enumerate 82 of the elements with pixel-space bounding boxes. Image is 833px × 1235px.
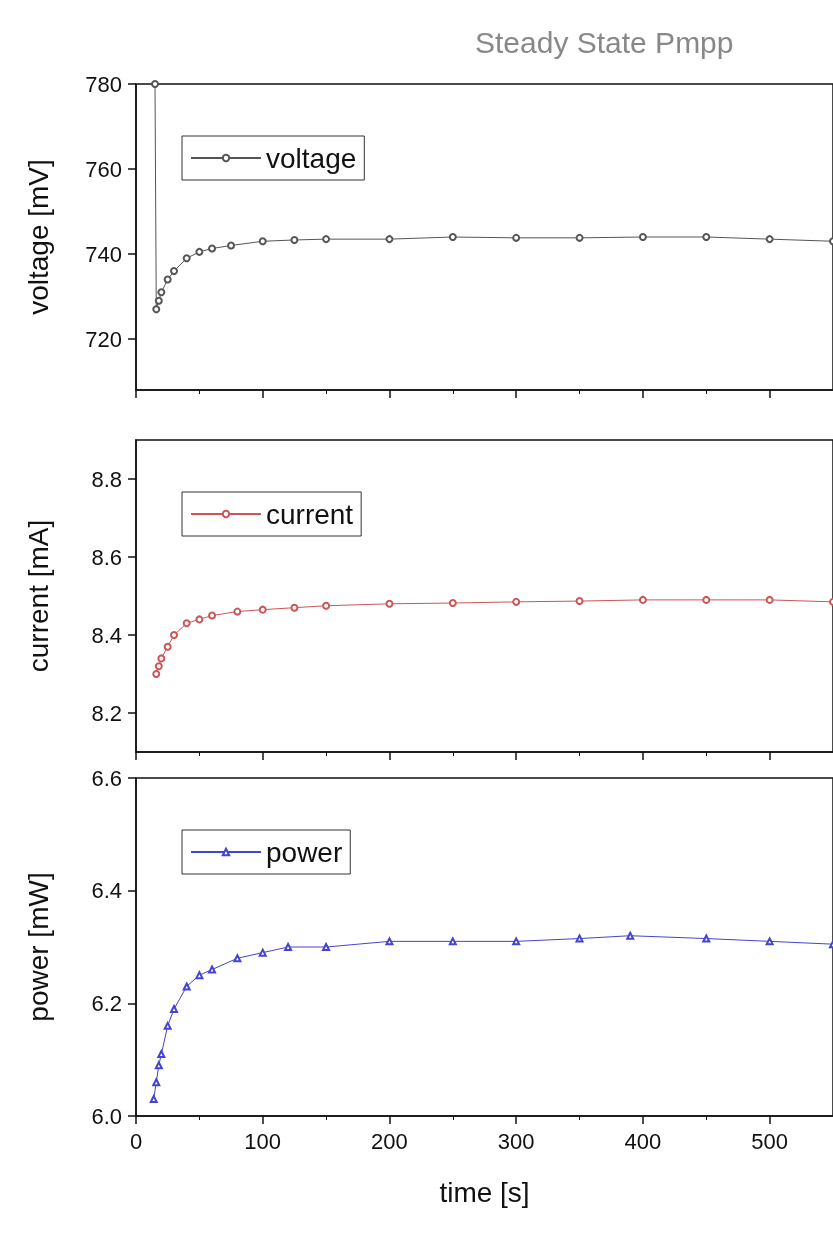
point <box>157 288 166 297</box>
point <box>512 937 521 946</box>
point <box>638 233 647 241</box>
point <box>322 601 331 610</box>
point <box>152 1078 161 1087</box>
point <box>152 305 161 314</box>
x-tick-label: 500 <box>751 1128 788 1154</box>
point <box>702 934 711 943</box>
point <box>195 615 204 624</box>
chart-title: Steady State Pmpp <box>475 25 734 59</box>
point <box>322 235 331 244</box>
y-axis-title: voltage [mV] <box>22 159 54 315</box>
point <box>195 971 204 980</box>
point <box>208 965 217 974</box>
point <box>163 1021 172 1030</box>
point <box>258 948 267 957</box>
x-tick-label: 100 <box>244 1128 282 1154</box>
point <box>290 235 299 244</box>
point <box>170 267 179 275</box>
legend-label: current <box>266 498 354 530</box>
point <box>512 233 521 242</box>
y-tick-label: 740 <box>85 241 122 267</box>
point <box>702 595 711 604</box>
point <box>170 631 179 639</box>
point <box>182 254 191 263</box>
x-axis-title: time [s] <box>439 1176 530 1208</box>
point <box>385 599 394 608</box>
point <box>626 931 635 940</box>
x-tick-label: 300 <box>497 1128 535 1154</box>
y-tick-label: 8.2 <box>91 700 122 726</box>
point <box>163 642 172 651</box>
y-tick-label: 8.6 <box>91 544 122 570</box>
y-tick-label: 8.8 <box>91 466 122 492</box>
point <box>448 937 457 946</box>
point <box>182 982 191 991</box>
point <box>227 241 236 250</box>
point <box>154 662 163 671</box>
point <box>575 597 584 606</box>
point <box>638 595 647 604</box>
point <box>385 937 394 946</box>
point <box>385 235 394 244</box>
legend-label: voltage <box>266 142 357 174</box>
x-tick-label: 200 <box>371 1128 408 1154</box>
point <box>163 275 172 284</box>
point <box>765 595 774 604</box>
point <box>575 934 584 943</box>
point <box>448 233 457 241</box>
x-tick-label: 400 <box>624 1128 662 1154</box>
x-tick-label: 0 <box>129 1128 143 1154</box>
y-tick-label: 8.4 <box>91 622 122 648</box>
y-tick-label: 6.6 <box>91 765 122 791</box>
y-tick-label: 780 <box>85 71 122 97</box>
y-tick-label: 760 <box>85 156 122 182</box>
point <box>151 80 160 88</box>
point <box>195 247 204 256</box>
point <box>575 233 584 242</box>
y-axis-title: current [mA] <box>22 519 54 673</box>
point <box>765 937 774 946</box>
point <box>765 235 774 244</box>
point <box>290 603 299 612</box>
y-tick-label: 720 <box>85 326 122 352</box>
point <box>182 619 191 628</box>
point <box>149 1095 158 1104</box>
y-tick-label: 6.2 <box>91 990 122 1016</box>
point <box>154 296 163 305</box>
point <box>208 244 217 253</box>
legend-label: power <box>266 836 343 868</box>
y-tick-label: 6.4 <box>91 878 122 904</box>
point <box>258 605 267 614</box>
y-axis-title: power [mW] <box>22 872 54 1022</box>
point <box>154 1061 163 1070</box>
point <box>233 607 242 616</box>
point <box>702 233 711 241</box>
point <box>233 954 242 963</box>
point <box>157 654 166 663</box>
point <box>170 1004 179 1013</box>
point <box>152 670 161 678</box>
point <box>448 599 457 608</box>
point <box>512 597 521 606</box>
point <box>208 611 217 620</box>
y-tick-label: 6.0 <box>91 1103 122 1129</box>
point <box>258 237 267 246</box>
